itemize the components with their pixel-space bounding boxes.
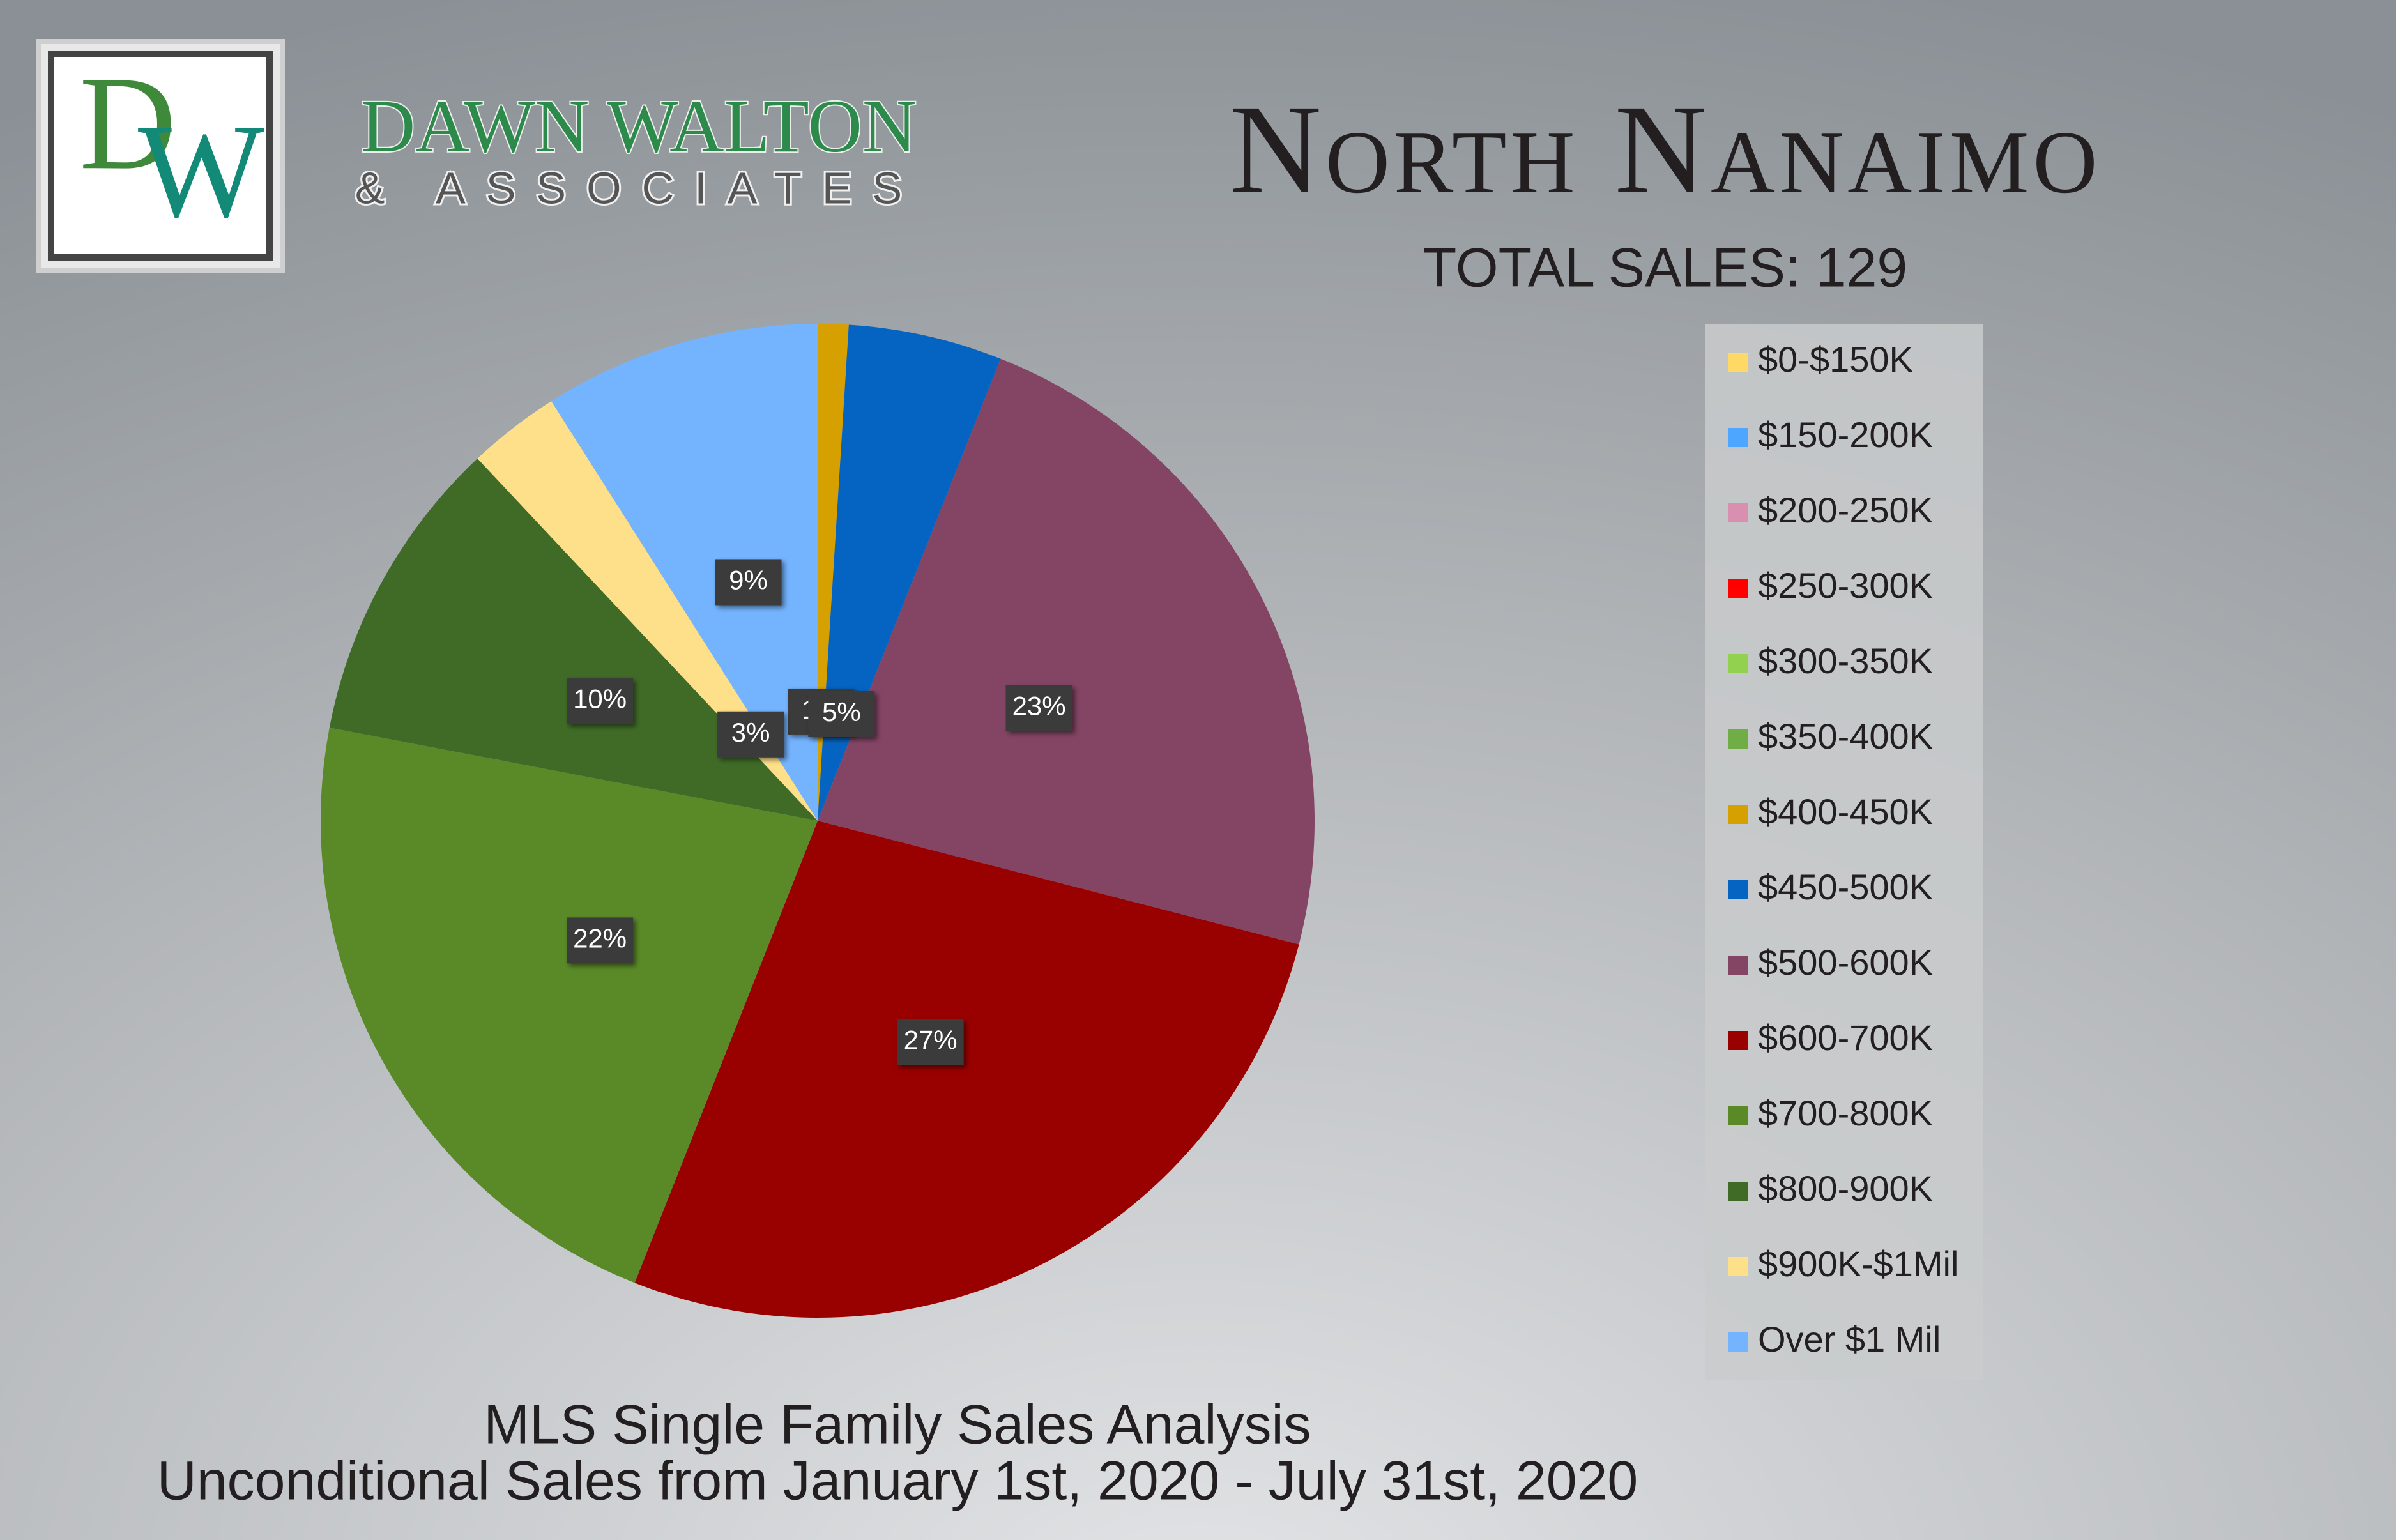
data-label-box [808,690,875,737]
data-label: 5% [822,697,861,727]
pie-slice [634,821,1299,1318]
footer-line: MLS Single Family Sales Analysis [484,1394,1311,1456]
data-label-box [1005,685,1072,731]
legend-label: $500-600K [1758,942,1933,982]
legend-label: $700-800K [1758,1093,1933,1133]
legend-swatch [1728,1332,1748,1352]
legend-swatch [1728,353,1748,372]
legend-label: $800-900K [1758,1168,1933,1208]
legend-label: $400-450K [1758,791,1933,832]
legend-label: $900K-$1Mil [1758,1244,1958,1284]
data-label-box [715,559,782,606]
legend-box [1705,324,1983,1380]
legend-swatch [1728,880,1748,899]
legend-swatch [1728,1257,1748,1276]
data-label: 10% [573,684,627,714]
data-label-box [897,1019,964,1065]
data-label-box [567,678,634,724]
logo-tagline: & ASSOCIATES [355,163,922,213]
legend-label: $300-350K [1758,641,1933,681]
legend-label: $450-500K [1758,867,1933,907]
data-label: 23% [1012,690,1066,720]
footer-line: Unconditional Sales from January 1st, 20… [157,1451,1638,1512]
legend-swatch [1728,503,1748,522]
legend-swatch [1728,956,1748,975]
logo-initial: D [79,49,176,197]
pie-slice [320,728,818,1283]
pie-slice [818,358,1315,945]
logo-box [48,51,273,261]
chart-subtitle: TOTAL SALES: 129 [1423,238,1907,299]
logo: D W DAWN WALTON & ASSOCIATES [36,39,922,273]
data-label-box [567,917,634,964]
data-label: 22% [573,923,627,953]
pie-slice [551,324,818,821]
legend-label: $350-400K [1758,716,1933,756]
legend-label: $250-300K [1758,565,1933,606]
chart-title: North Nanaimo [1229,79,2101,220]
data-label: 3% [731,717,770,747]
legend-swatch [1728,428,1748,447]
legend-swatch [1728,729,1748,749]
legend-swatch [1728,1106,1748,1125]
legend-swatch [1728,579,1748,598]
legend-swatch [1728,1031,1748,1050]
legend-label: $600-700K [1758,1018,1933,1058]
data-label: 9% [729,565,768,595]
logo-initial: W [138,97,264,245]
legend-label: $200-250K [1758,490,1933,530]
legend-swatch [1728,654,1748,673]
legend-label: Over $1 Mil [1758,1319,1941,1359]
legend-swatch [1728,1182,1748,1201]
legend-label: $150-200K [1758,415,1933,455]
legend-swatch [1728,805,1748,824]
logo-name: DAWN WALTON [361,84,917,168]
pie-slice [329,458,818,821]
data-label: 27% [904,1025,958,1055]
legend-label: $0-$150K [1758,339,1913,379]
data-label-box [717,711,784,758]
